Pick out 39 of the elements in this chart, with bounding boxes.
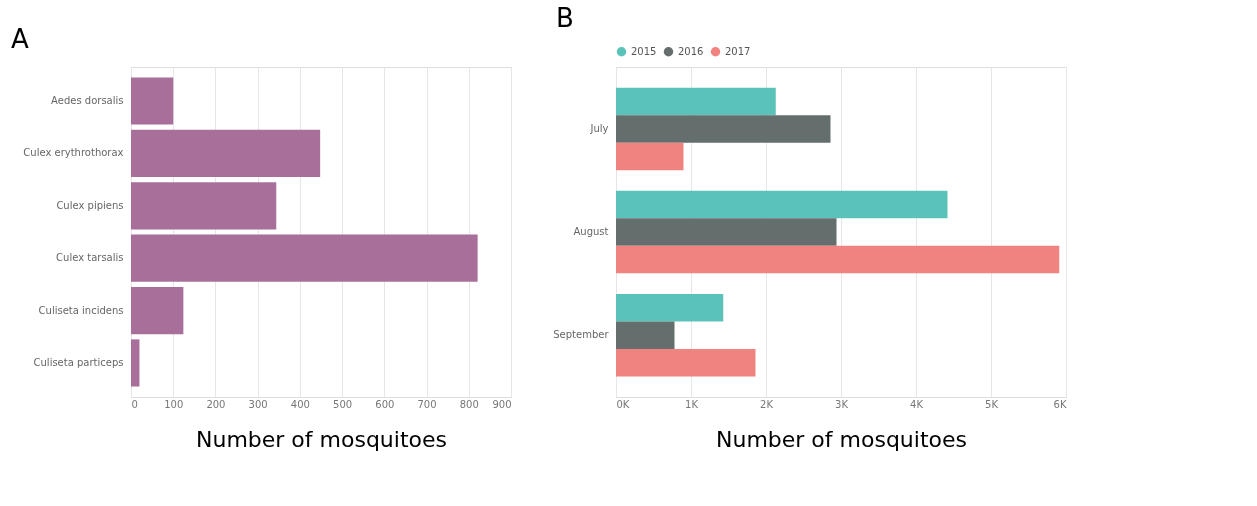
x-tick-label: 800: [459, 398, 479, 410]
x-tick-label: 0: [131, 398, 138, 410]
x-tick-label: 5K: [985, 398, 999, 410]
x-tick-label: 3K: [835, 398, 849, 410]
y-tick-label: August: [573, 226, 609, 237]
x-axis-title: Number of mosquitoes: [195, 426, 448, 452]
bar: [131, 339, 140, 387]
x-tick-label: 500: [333, 398, 353, 410]
bar: [131, 129, 321, 177]
bar: [131, 234, 478, 282]
y-tick-label: September: [553, 329, 610, 341]
x-tick-label: 2K: [760, 398, 774, 410]
x-tick-label: 300: [248, 398, 268, 410]
y-tick-label: Aedes dorsalis: [51, 95, 124, 107]
y-tick-label: Culex pipiens: [56, 199, 124, 211]
bar: [131, 182, 277, 230]
x-tick-label: 700: [417, 398, 437, 410]
x-tick-label: 4K: [910, 398, 924, 410]
chart-title: B: [556, 3, 574, 33]
y-tick-label: Culex erythrothorax: [23, 147, 124, 159]
x-tick-label: 1K: [685, 398, 699, 410]
x-tick-label: 400: [290, 398, 310, 410]
x-tick-label: 6K: [1053, 398, 1067, 410]
legend-label: 2015: [631, 45, 657, 57]
x-tick-label: 900: [492, 398, 512, 410]
legend-label: 2017: [725, 45, 751, 57]
x-tick-label: 600: [375, 398, 395, 410]
y-tick-label: Culiseta particeps: [33, 356, 124, 368]
y-tick-label: Culex tarsalis: [56, 252, 124, 264]
x-axis-title: Number of mosquitoes: [715, 426, 968, 452]
bar: [131, 287, 184, 335]
bar: [131, 77, 174, 125]
y-tick-label: Culiseta incidens: [38, 304, 124, 316]
x-tick-label: 100: [164, 398, 184, 410]
x-tick-label: 0K: [616, 398, 630, 410]
chart-title: A: [11, 24, 29, 54]
x-tick-label: 200: [206, 398, 226, 410]
legend-label: 2016: [678, 45, 704, 57]
y-tick-label: July: [589, 122, 609, 134]
